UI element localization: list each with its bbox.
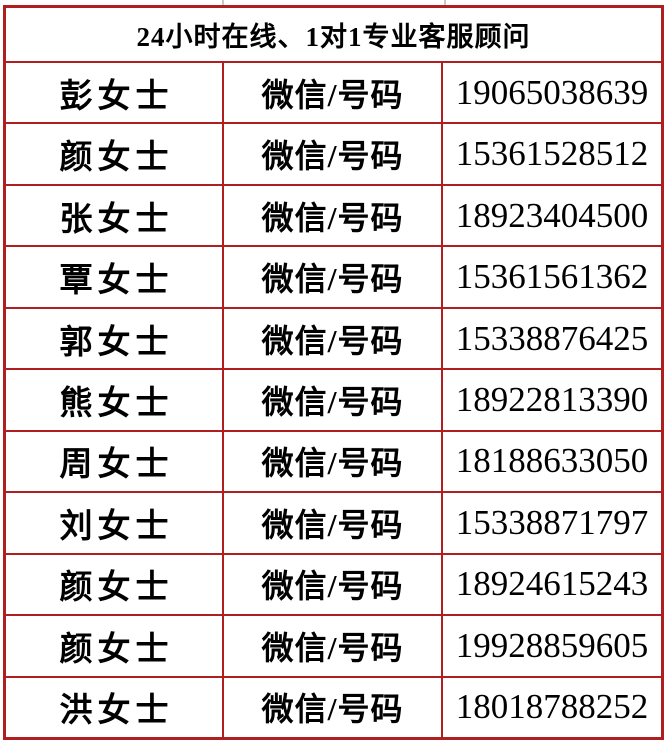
wechat-label: 微信/号码	[224, 185, 444, 246]
wechat-label: 微信/号码	[224, 63, 444, 123]
contact-row: 颜女士 微信/号码 18924615243	[6, 554, 661, 617]
contact-rows: 彭女士 微信/号码 19065038639 颜女士 微信/号码 15361528…	[6, 63, 661, 737]
contact-name: 郭女士	[6, 308, 225, 369]
phone-number: 19065038639	[455, 72, 649, 112]
contact-row: 覃女士 微信/号码 15361561362	[6, 247, 661, 309]
contact-name: 张女士	[6, 185, 225, 246]
contact-name: 熊女士	[6, 370, 225, 430]
contact-row: 颜女士 微信/号码 15361528512	[6, 124, 661, 186]
contact-row: 彭女士 微信/号码 19065038639	[6, 63, 661, 125]
contact-name: 颜女士	[6, 554, 225, 615]
contact-name: 洪女士	[6, 677, 225, 737]
contact-row: 熊女士 微信/号码 18922813390	[6, 370, 661, 432]
contact-name: 覃女士	[6, 247, 225, 307]
wechat-label: 微信/号码	[224, 677, 444, 737]
phone-number: 18018788252	[455, 687, 649, 727]
contact-row: 颜女士 微信/号码 19928859605	[6, 616, 661, 678]
wechat-label: 微信/号码	[224, 554, 444, 615]
table-title: 24小时在线、1对1专业客服顾问	[136, 22, 531, 52]
phone-number: 15361561362	[455, 257, 649, 297]
contact-name: 刘女士	[6, 493, 225, 553]
phone-number: 18924615243	[455, 564, 649, 604]
contact-row: 刘女士 微信/号码 15338871797	[6, 493, 661, 555]
wechat-label: 微信/号码	[224, 308, 444, 369]
column-divider-stub	[444, 0, 446, 5]
phone-number: 19928859605	[455, 625, 649, 665]
phone-number: 18922813390	[455, 379, 649, 419]
wechat-label: 微信/号码	[224, 247, 444, 307]
contact-name: 颜女士	[6, 124, 225, 184]
contact-name: 彭女士	[6, 63, 225, 123]
phone-number: 15338876425	[455, 318, 649, 358]
contact-row: 洪女士 微信/号码 18018788252	[6, 677, 661, 737]
contact-name: 颜女士	[6, 616, 225, 676]
contact-name: 周女士	[6, 431, 225, 492]
table-header-row: 24小时在线、1对1专业客服顾问	[6, 8, 661, 63]
contact-row: 张女士 微信/号码 18923404500	[6, 185, 661, 248]
wechat-label: 微信/号码	[224, 370, 444, 430]
wechat-label: 微信/号码	[224, 124, 444, 184]
wechat-label: 微信/号码	[224, 493, 444, 553]
wechat-label: 微信/号码	[224, 616, 444, 676]
phone-number: 15338871797	[455, 502, 649, 542]
contact-row: 郭女士 微信/号码 15338876425	[6, 308, 661, 371]
phone-number: 18188633050	[455, 441, 649, 481]
contact-table: 24小时在线、1对1专业客服顾问 彭女士 微信/号码 19065038639 颜…	[3, 5, 664, 740]
phone-number: 15361528512	[455, 134, 649, 174]
wechat-label: 微信/号码	[224, 431, 444, 492]
contact-row: 周女士 微信/号码 18188633050	[6, 431, 661, 494]
phone-number: 18923404500	[455, 195, 649, 235]
column-divider-stub	[222, 0, 224, 5]
